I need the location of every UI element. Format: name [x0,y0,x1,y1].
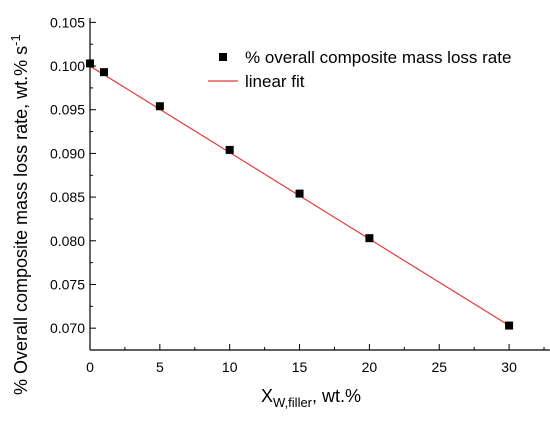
legend-marker-scatter [219,53,227,61]
x-tick-label: 0 [86,359,94,375]
x-axis-ticks: 0 5 10 15 20 25 30 [86,344,545,375]
x-tick-label: 25 [431,359,447,375]
plot-marks [86,59,514,330]
x-tick-label: 5 [156,359,164,375]
y-tick-label: 0.085 [50,189,85,205]
x-tick-label: 20 [362,359,378,375]
x-tick-label: 15 [292,359,308,375]
legend-label-scatter: % overall composite mass loss rate [245,48,511,67]
y-tick-label: 0.105 [50,14,85,30]
y-tick-label: 0.070 [50,320,85,336]
y-axis-title: % Overall composite mass loss rate, wt.%… [8,34,31,395]
data-point [505,321,514,330]
y-tick-label: 0.080 [50,233,85,249]
data-point [155,102,164,111]
data-point [225,145,234,154]
y-axis-ticks: 0.070 0.075 0.080 0.085 0.090 0.095 0.100 0.105 [50,14,96,336]
x-tick-label: 10 [222,359,238,375]
y-tick-label: 0.095 [50,102,85,118]
data-point [365,234,374,243]
x-tick-label: 30 [501,359,517,375]
y-tick-label: 0.100 [50,58,85,74]
y-tick-label: 0.075 [50,276,85,292]
data-point [99,68,108,77]
data-point [295,189,304,198]
legend: % overall composite mass loss rate linea… [208,48,511,91]
y-tick-label: 0.090 [50,145,85,161]
x-axis-title: XW,filler, wt.% [261,386,361,410]
legend-label-fit: linear fit [245,72,305,91]
